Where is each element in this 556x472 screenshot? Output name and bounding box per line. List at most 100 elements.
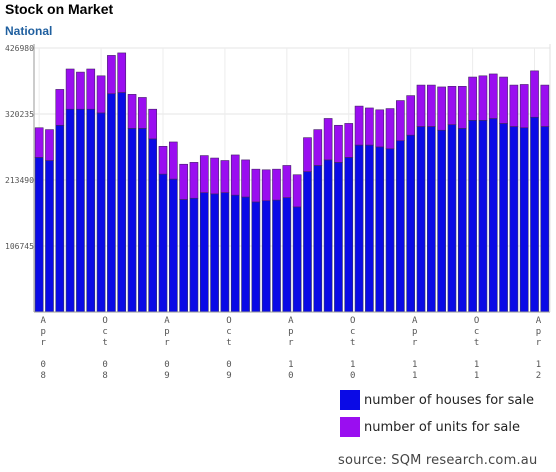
x-tick-month: r [412,338,418,348]
bar-houses [344,157,354,313]
x-tick-year: 1 [412,360,417,370]
bar-houses [313,165,323,313]
bar-units [96,75,106,114]
x-tick-year: 0 [40,360,45,370]
bar-units [354,105,364,146]
bars [34,52,550,313]
bar-units [220,160,230,193]
bar-houses [148,138,158,313]
x-tick-month: c [474,327,479,337]
x-tick-year: 1 [412,371,417,381]
bar-units [344,123,354,158]
bar-houses [426,126,436,313]
bar-houses [272,199,281,313]
x-tick-month: p [164,327,169,337]
x-tick-year: 0 [350,371,355,381]
bar-houses [385,148,395,313]
bar-units [323,118,333,161]
x-tick-year: 9 [226,371,231,381]
bar-units [138,97,147,129]
bar-houses [261,200,271,313]
bar-houses [457,128,467,313]
bar-houses [168,178,178,313]
x-tick-month: r [536,338,542,348]
bar-units [375,109,385,148]
bar-houses [478,120,488,313]
x-tick-month: t [102,338,107,348]
bar-houses [416,126,426,313]
bar-units [55,89,65,126]
y-tick-label: 426980 [5,44,34,53]
bar-units [86,68,96,110]
bar-units [189,162,199,199]
x-tick-month: A [288,316,294,326]
bar-units [468,76,477,121]
bar-houses [375,146,385,313]
bar-units [117,52,127,93]
bar-houses [96,112,106,313]
bar-houses [365,144,374,313]
legend-swatch-units [340,417,360,437]
x-tick-month: c [102,327,107,337]
bar-units [107,55,116,95]
bar-units [334,124,343,163]
bar-houses [86,108,96,313]
x-tick-month: t [474,338,479,348]
bar-units [45,129,54,161]
x-tick-month: A [40,316,46,326]
x-tick-year: 1 [536,360,541,370]
source-note: source: SQM research.com.au [338,453,538,468]
bar-units [292,174,302,208]
x-tick-month: A [412,316,418,326]
x-tick-year: 1 [474,360,479,370]
x-tick-year: 1 [474,371,479,381]
axes [33,44,551,313]
x-tick-month: O [350,316,355,326]
bar-houses [519,127,529,313]
x-tick-month: c [350,327,355,337]
bar-units [396,100,405,142]
bar-houses [292,206,302,313]
bar-units [179,163,188,200]
x-tick-month: p [412,327,417,337]
bar-units [385,108,395,150]
bar-houses [530,116,539,313]
legend-swatch-houses [340,390,360,410]
x-tick-year: 8 [102,371,107,381]
bar-houses [158,173,168,313]
x-tick-month: r [164,338,170,348]
y-tick-labels: 106745 213490 320235 426980 [5,44,34,251]
bar-houses [55,124,65,313]
bar-units [519,84,529,129]
x-tick-year: 8 [40,371,45,381]
x-tick-month: A [164,316,170,326]
x-tick-month: t [350,338,355,348]
bar-units [282,165,292,198]
x-tick-year: 0 [226,360,231,370]
x-tick-year: 0 [164,360,169,370]
bar-houses [509,126,519,313]
bar-houses [179,199,188,313]
bar-houses [251,201,261,313]
legend-item-houses: number of houses for sale [340,389,534,411]
bar-houses [354,144,364,313]
bar-houses [303,171,312,313]
bar-units [76,71,85,110]
bar-houses [323,159,333,313]
bar-houses [199,192,209,313]
bar-houses [138,128,147,313]
chart-title: Stock on Market [5,1,114,17]
x-tick-year: 0 [102,360,107,370]
x-tick-year: 9 [164,371,169,381]
x-tick-month: p [288,327,293,337]
bar-houses [540,126,550,313]
bar-units [210,157,219,195]
bar-units [540,84,550,127]
x-tick-month: r [288,338,294,348]
x-tick-month: r [40,338,46,348]
x-tick-month: t [226,338,231,348]
bar-units [261,169,271,202]
bar-houses [189,197,199,313]
bar-houses [117,92,127,313]
